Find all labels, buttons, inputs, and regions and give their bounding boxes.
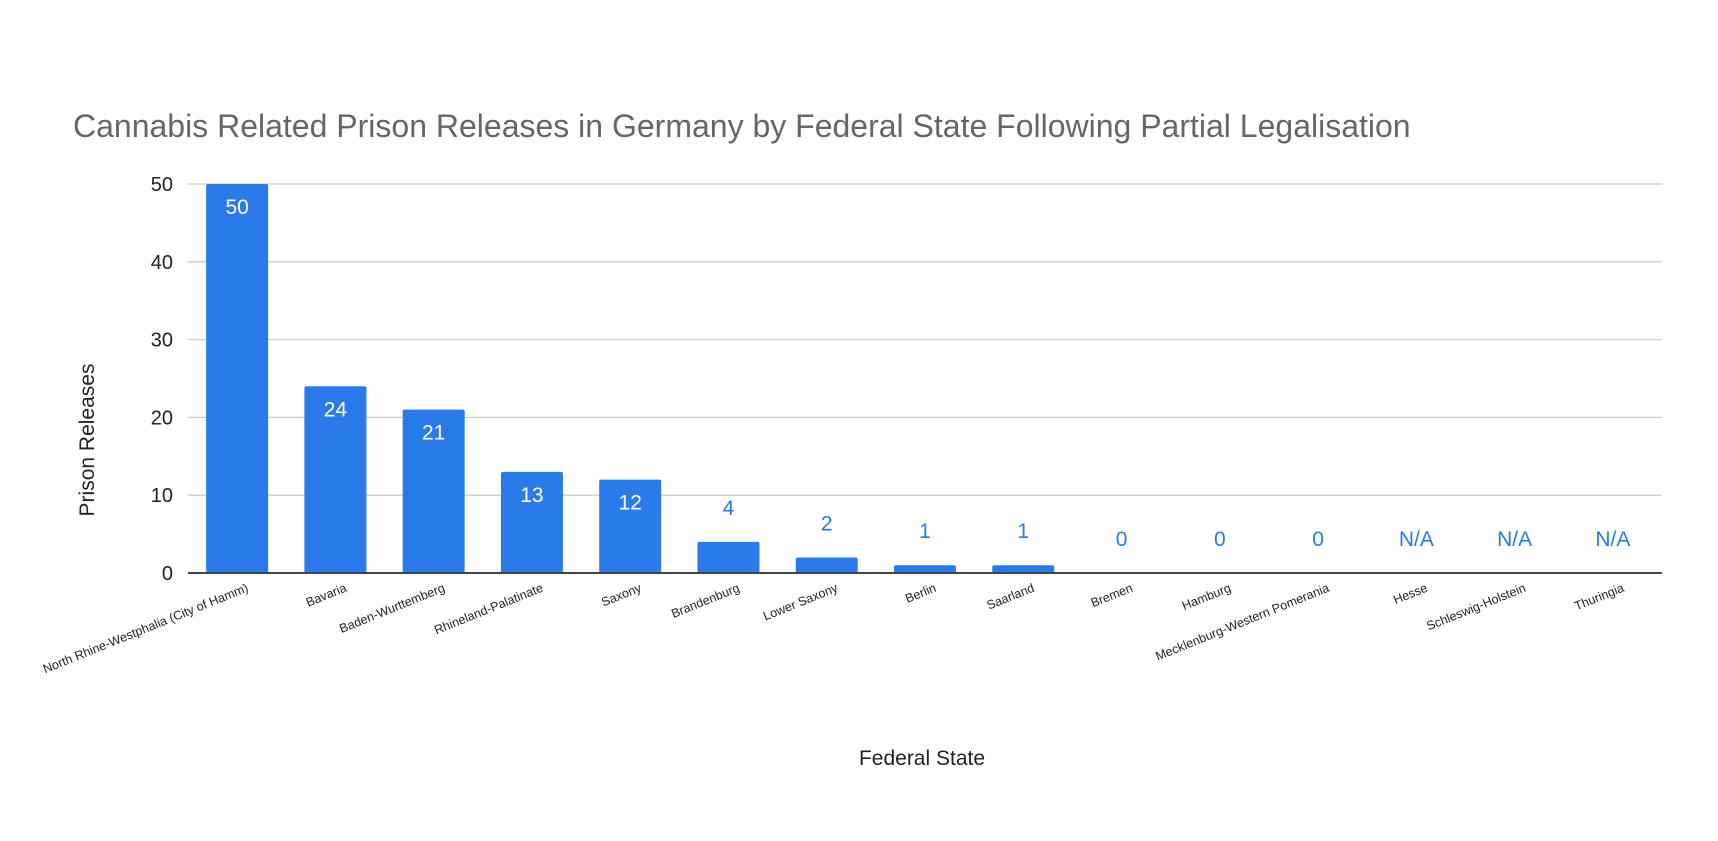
data-label: N/A: [1595, 528, 1630, 551]
x-axis-ticks: North Rhine-Westphalia (City of Hamm) Bav…: [41, 581, 1626, 677]
bars: [206, 184, 1055, 573]
data-label: 1: [1017, 520, 1029, 543]
data-label: 50: [225, 196, 248, 219]
y-axis-title: Prison Releases: [76, 364, 99, 517]
bar: [599, 479, 662, 573]
data-label: N/A: [1399, 528, 1434, 551]
x-tick-label: Lower Saxony: [761, 581, 840, 624]
y-tick-label: 30: [151, 330, 173, 352]
bar: [894, 565, 956, 573]
x-tick-label: Berlin: [903, 581, 938, 606]
y-tick-label: 10: [151, 485, 173, 507]
y-tick-label: 0: [162, 563, 173, 585]
y-tick-label: 50: [151, 174, 173, 196]
bar: [992, 565, 1055, 573]
bar: [402, 409, 465, 573]
data-label: 0: [1214, 528, 1226, 551]
x-tick-label: Hamburg: [1180, 581, 1233, 613]
x-tick-label: Bavaria: [304, 581, 349, 610]
data-label: N/A: [1497, 528, 1532, 551]
y-tick-label: 20: [151, 407, 173, 429]
x-tick-label: Baden-Wurttemberg: [337, 581, 446, 636]
y-tick-label: 40: [151, 252, 173, 274]
x-tick-label: Brandenburg: [669, 581, 741, 621]
bar: [795, 557, 858, 573]
data-label: 13: [520, 484, 543, 507]
y-axis-ticks: 0 10 20 30 40 50: [151, 174, 173, 585]
x-tick-label: Saxony: [599, 581, 644, 610]
data-label: 0: [1312, 528, 1324, 551]
x-tick-label: Saarland: [985, 581, 1037, 613]
data-label: 1: [919, 520, 931, 543]
data-label: 12: [619, 492, 642, 515]
x-tick-label: Mecklenburg-Western Pomerania: [1154, 581, 1332, 664]
bar: [697, 541, 760, 573]
x-tick-label: Schleswig-Holstein: [1425, 581, 1528, 634]
x-tick-label: North Rhine-Westphalia (City of Hamm): [41, 581, 250, 676]
x-tick-label: Rhineland-Palatinate: [432, 581, 545, 637]
bar: [206, 184, 269, 573]
x-tick-label: Bremen: [1089, 581, 1135, 610]
data-label: 21: [422, 422, 445, 445]
data-label: 4: [723, 497, 735, 520]
x-tick-label: Thuringia: [1572, 581, 1626, 614]
bar: [500, 471, 563, 573]
data-label: 24: [324, 398, 348, 421]
bar: [304, 386, 367, 573]
data-label: 0: [1116, 528, 1128, 551]
chart-title: Cannabis Related Prison Releases in Germ…: [73, 108, 1411, 144]
data-label: 2: [821, 512, 833, 535]
x-tick-label: Hesse: [1391, 581, 1429, 607]
x-axis-title: Federal State: [859, 747, 985, 770]
